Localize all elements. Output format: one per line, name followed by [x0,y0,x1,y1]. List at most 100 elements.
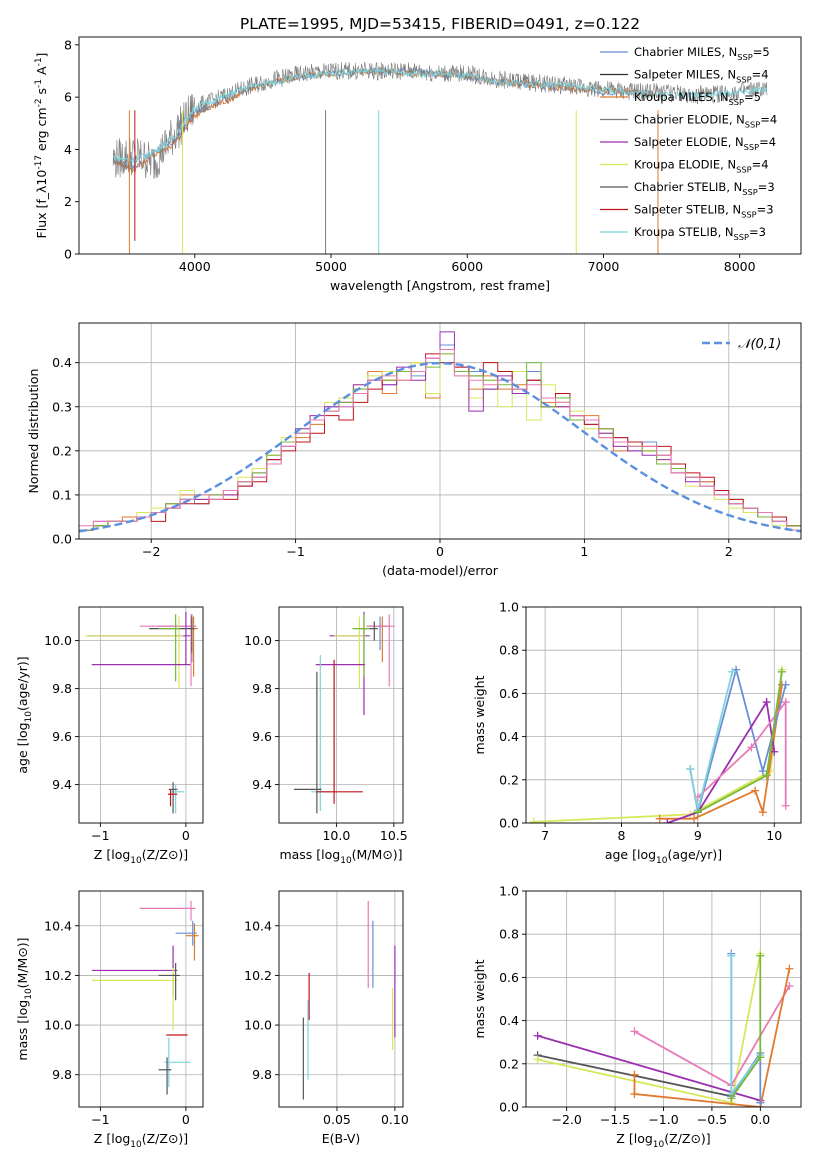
plot-area [302,900,396,1100]
plot-area [293,611,395,814]
y-tick-label: 0 [64,247,72,262]
marker-plus [693,808,702,817]
marker-plus [728,667,737,676]
marker-plus [781,801,790,810]
y-tick-label: 10.0 [244,633,272,648]
y-tick-label: 0.4 [52,355,72,370]
axes-frame [525,606,802,824]
y-tick-label: 9.8 [252,1067,272,1082]
y-tick-label: 6 [64,90,72,105]
marker-plus [529,817,538,823]
marker-plus [781,680,790,689]
x-tick-label: 6000 [451,259,483,274]
x-tick-label: −1.0 [648,1112,678,1127]
y-tick-label: 10.0 [244,1018,272,1033]
y-tick-label: 0.0 [499,1100,519,1115]
y-tick-label: 2 [64,194,72,209]
x-tick-label: 0 [436,544,444,559]
plot-area [91,900,199,1095]
y-tick-label: 10.2 [244,968,272,983]
mass-weight-line [633,968,791,1107]
marker-plus [762,698,771,707]
x-tick-label: 2 [725,544,733,559]
x-tick-label: −2 [142,544,160,559]
x-tick-label: −1.5 [600,1112,630,1127]
x-tick-label: −1 [286,544,304,559]
plot-area [112,61,768,254]
y-tick-label: 0.4 [499,729,519,744]
y-tick-label: 8 [64,37,72,52]
legend-label: Salpeter ELODIE, NSSP=4 [634,135,776,152]
x-tick-label: 4000 [179,259,211,274]
y-tick-label: 0.8 [499,927,519,942]
x-tick-label: 0 [182,1112,190,1127]
y-tick-label: 0.6 [499,970,519,985]
spectrum-line [112,66,767,165]
y-axis-label: mass weight [472,959,487,1038]
panel-mass_vs_EBV: 0.05 0.10 9.8 10.0 10.2 10.4 E(B-V) [244,890,409,1146]
legend-label: Kroupa ELODIE, NSSP=4 [634,158,769,175]
panel-massweight_vs_age: 7 8 9 10 0.0 0.2 0.4 0.6 0.8 1.0 age [log10(age/yr… [472,600,802,866]
plot-area [84,611,198,814]
x-tick-label: 0.10 [381,1112,409,1127]
y-tick-label: 10.4 [44,918,72,933]
legend-label: Kroupa MILES, NSSP=5 [634,90,761,107]
marker-plus [686,765,695,773]
x-axis-label: Z [log10(Z/Z⊙)] [616,1131,710,1150]
panel-residuals: −2 −1 0 1 2 0.0 0.1 0.2 0.3 0.4 (data-model)/error… [26,322,802,578]
y-tick-label: 0.0 [499,816,519,831]
legend-label: Kroupa STELIB, NSSP=3 [634,225,766,242]
axes-frame [278,890,404,1108]
y-tick-label: 0.2 [499,772,519,787]
y-tick-label: 1.0 [499,884,519,899]
axes-frame [278,606,404,824]
y-tick-label: 1.0 [499,600,519,615]
marker-plus [756,1098,765,1107]
legend-label: Salpeter MILES, NSSP=4 [634,68,769,85]
legend-label: Chabrier MILES, NSSP=5 [634,45,770,62]
x-tick-label: 0 [182,828,190,843]
x-tick-label: 8000 [724,259,756,274]
axes-frame [525,890,802,1108]
legend-label: Salpeter STELIB, NSSP=3 [634,203,774,220]
marker-plus [727,951,736,960]
y-axis-label: Normed distribution [26,369,41,494]
x-tick-label: −0.5 [697,1112,727,1127]
marker-plus [751,786,760,795]
y-tick-label: 0.6 [499,686,519,701]
x-tick-label: 0.05 [323,1112,351,1127]
marker-plus [663,819,672,823]
y-tick-label: 10.0 [44,633,72,648]
y-tick-label: 0.2 [52,443,72,458]
y-tick-label: 0.3 [52,399,72,414]
legend-label: 𝒩(0,1) [738,337,781,352]
marker-plus [630,1090,639,1099]
marker-plus [630,1027,639,1036]
y-tick-label: 9.4 [52,777,72,792]
normal-curve [79,361,801,533]
y-tick-label: 4 [64,142,72,157]
legend-label: Chabrier STELIB, NSSP=3 [634,180,775,197]
y-tick-label: 9.6 [52,729,72,744]
x-tick-label: −2.0 [551,1112,581,1127]
x-tick-label: 10.0 [322,828,350,843]
x-axis-label: E(B-V) [322,1131,361,1146]
y-tick-label: 0.8 [499,643,519,658]
axes-frame [78,36,802,255]
plot-area [79,331,801,533]
mass-weight-line [533,669,783,823]
mass-weight-line [667,699,776,823]
y-axis-label: mass weight [472,675,487,754]
y-tick-label: 0.1 [52,487,72,502]
y-tick-label: 9.8 [52,681,72,696]
x-tick-label: −1 [91,1112,109,1127]
y-axis-label: age [log10(age/yr)] [15,656,34,773]
x-tick-label: 5000 [315,259,347,274]
x-tick-label: 8 [618,828,626,843]
x-axis-label: Z [log10(Z/Z⊙)] [94,1131,188,1150]
y-axis-label: mass [log10(M/M⊙)] [15,937,34,1060]
axes-frame [78,890,204,1108]
x-tick-label: 10 [766,828,782,843]
y-tick-label: 9.4 [252,777,272,792]
